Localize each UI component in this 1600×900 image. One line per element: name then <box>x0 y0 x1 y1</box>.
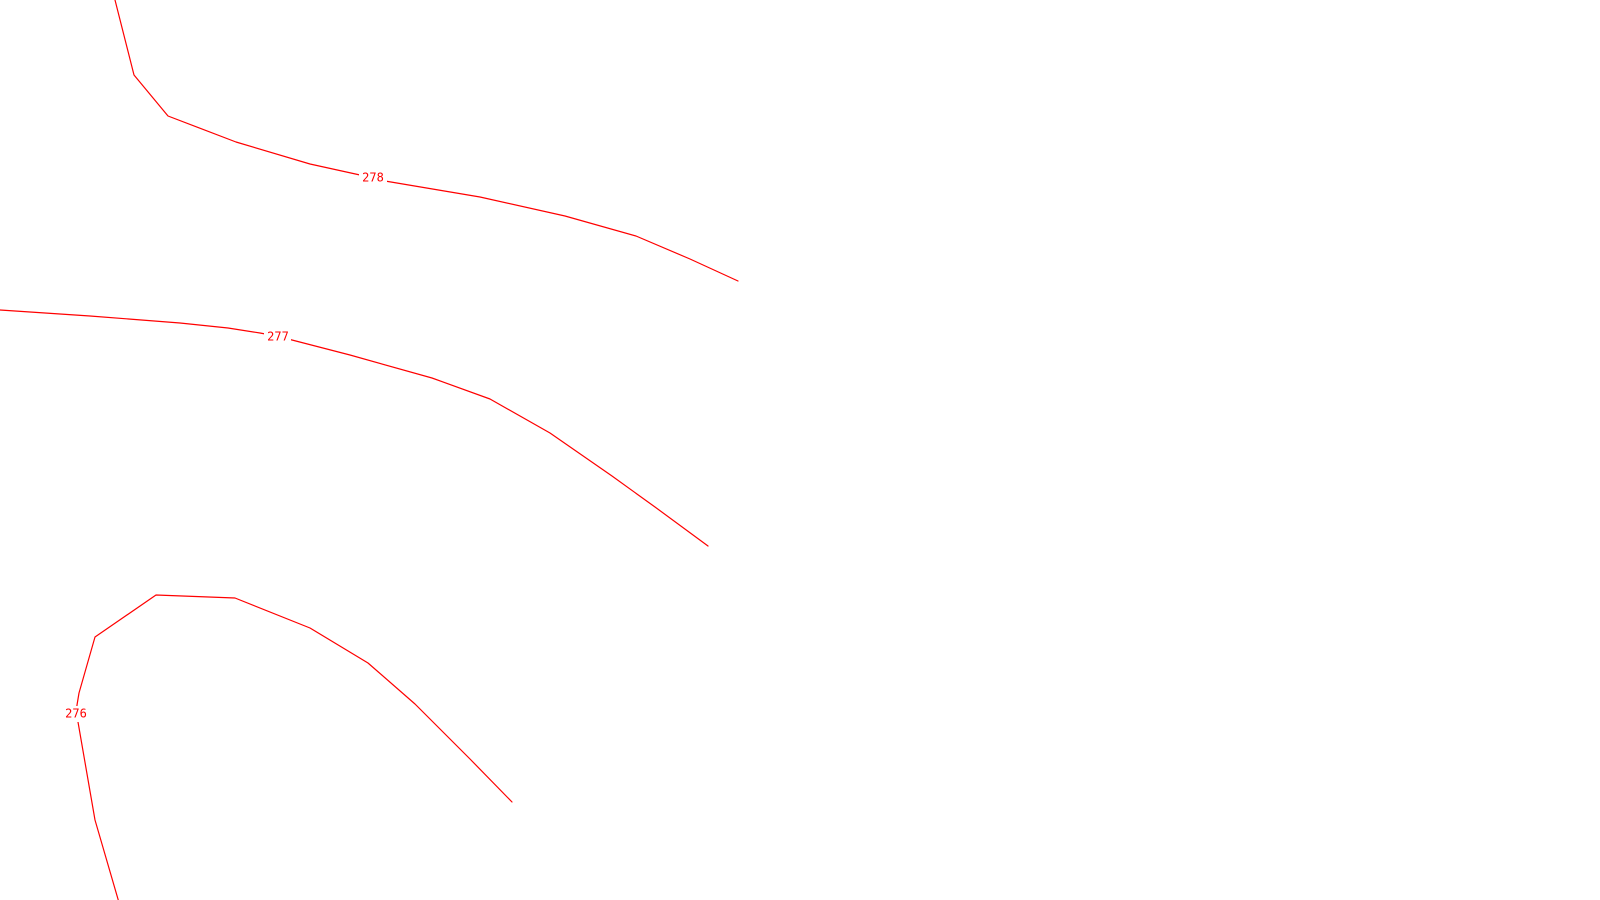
contour-path-276 <box>75 594 513 900</box>
contour-label-mask-276 <box>62 706 90 722</box>
contour-label-277: 277 <box>267 330 289 344</box>
contour-line-278: 278 <box>114 0 739 282</box>
contour-label-mask-278 <box>359 170 387 186</box>
contour-label-278: 278 <box>362 171 384 185</box>
contour-label-mask-277 <box>264 329 291 345</box>
contour-line-277: 277 <box>0 309 709 547</box>
contour-path-277 <box>0 309 709 547</box>
contour-line-276: 276 <box>62 594 513 900</box>
contour-path-278 <box>114 0 739 282</box>
contour-label-276: 276 <box>65 707 87 721</box>
